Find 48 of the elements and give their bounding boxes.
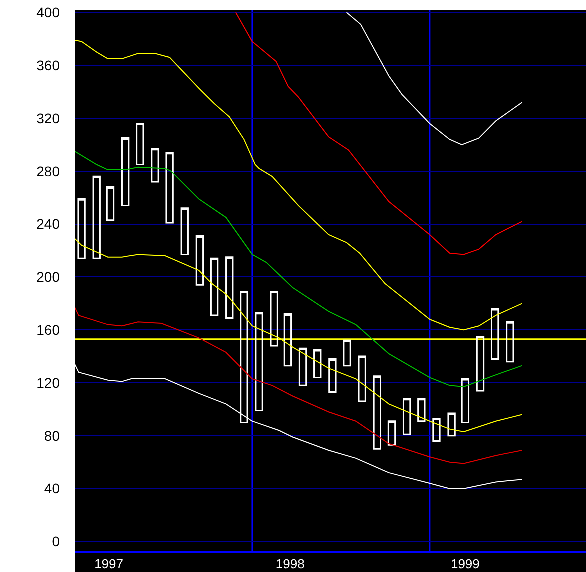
line-series — [235, 12, 523, 256]
x-tick-label: 1997 — [94, 556, 124, 572]
candlestick — [461, 378, 470, 424]
y-tick-label: 80 — [44, 428, 60, 444]
candlestick — [418, 398, 426, 422]
candlestick — [180, 208, 189, 256]
y-tick-label: 120 — [36, 374, 60, 391]
candlestick — [255, 312, 264, 412]
line-series — [75, 40, 523, 331]
line-series — [75, 307, 523, 464]
x-tick-label: 1999 — [450, 556, 480, 572]
y-tick-label: 200 — [36, 269, 60, 286]
line-series — [75, 151, 523, 388]
candlestick — [270, 290, 278, 347]
candlestick — [343, 340, 352, 367]
candlestick — [166, 152, 174, 224]
candlestick — [92, 176, 101, 260]
y-tick-label: 160 — [36, 322, 60, 338]
candlestick — [298, 348, 308, 386]
candlestick — [402, 398, 412, 436]
y-tick-label: 240 — [36, 216, 60, 232]
candlestick — [373, 376, 382, 450]
candlestick — [490, 308, 500, 360]
candlestick — [284, 313, 292, 367]
candlestick — [448, 412, 456, 437]
candlestick — [136, 123, 144, 166]
y-tick-label: 40 — [44, 480, 60, 497]
y-tick-label: 400 — [36, 4, 60, 21]
candlestick — [388, 420, 396, 446]
candlestick — [476, 336, 485, 392]
y-tick-label: 360 — [36, 57, 60, 74]
y-tick-label: 280 — [36, 163, 60, 180]
y-tick-label: 320 — [36, 110, 60, 126]
candlestick — [196, 235, 204, 286]
candlestick — [328, 358, 337, 394]
candlestick — [121, 138, 130, 207]
candlestick — [210, 258, 219, 316]
candlestick — [506, 321, 514, 363]
candlestick — [226, 256, 234, 319]
candlestick — [358, 356, 366, 402]
candlestick — [106, 186, 115, 222]
line-series — [346, 12, 523, 146]
x-tick-label: 1998 — [276, 556, 305, 572]
candlestick — [314, 349, 322, 378]
candlestick — [151, 148, 160, 183]
candlestick — [78, 198, 86, 260]
candlestick — [432, 418, 441, 442]
y-tick-label: 0 — [52, 534, 60, 550]
